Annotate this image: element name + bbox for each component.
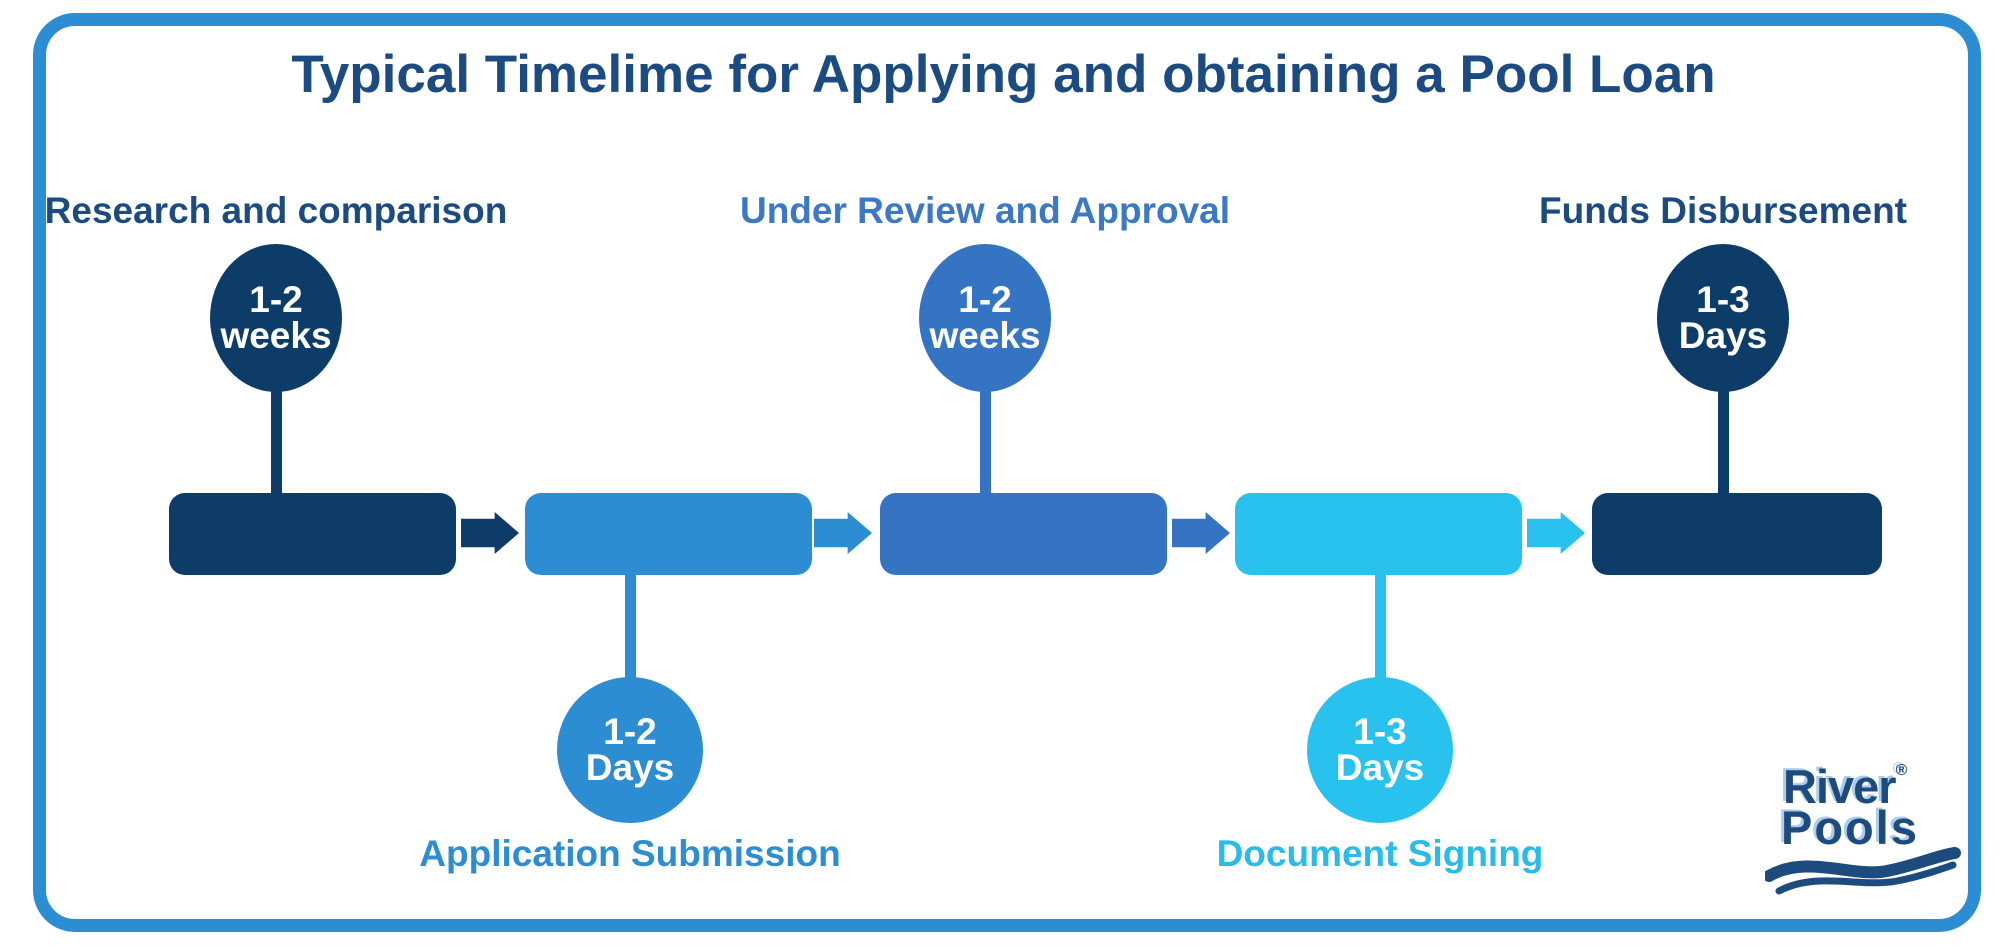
stage-label-research: Research and comparison [44, 190, 508, 231]
duration-value: 1-2 [249, 279, 303, 321]
connector-stem [625, 575, 636, 685]
timeline-bar-disbursement [1592, 493, 1882, 575]
stage-label-application: Application Submission [419, 833, 841, 874]
duration-circle-application: 1-2 Days [557, 677, 703, 823]
stage-label-disbursement: Funds Disbursement [1539, 190, 1907, 231]
timeline-bar-research [169, 493, 456, 575]
duration-circle-research: 1-2 weeks [210, 244, 342, 392]
duration-circle-disbursement: 1-3 Days [1657, 244, 1789, 392]
duration-value: 1-2 [603, 711, 657, 753]
duration-unit: Days [1335, 747, 1425, 788]
connector-stem [1718, 372, 1729, 493]
duration-value: 1-3 [1696, 279, 1750, 321]
infographic-title: Typical Timelime for Applying and obtain… [291, 45, 1716, 104]
logo-text-pools: Pools [1781, 801, 1919, 855]
river-pools-logo: River® Pools [1765, 760, 1965, 904]
duration-unit: weeks [220, 315, 332, 356]
duration-unit: Days [1678, 315, 1768, 356]
connector-stem [980, 372, 991, 493]
logo-text-river: River® [1783, 760, 1908, 813]
timeline-bar-application [525, 493, 812, 575]
duration-value: 1-3 [1353, 711, 1407, 753]
registered-trademark-icon: ® [1895, 762, 1908, 779]
timeline-bar-review [880, 493, 1167, 575]
duration-circle-signing: 1-3 Days [1307, 677, 1453, 823]
stage-label-review: Under Review and Approval [739, 190, 1230, 231]
stage-label-signing: Document Signing [1216, 833, 1544, 874]
connector-stem [1375, 575, 1386, 685]
duration-unit: Days [585, 747, 675, 788]
connector-stem [271, 372, 282, 493]
duration-unit: weeks [929, 315, 1041, 356]
duration-value: 1-2 [958, 279, 1012, 321]
duration-circle-review: 1-2 weeks [919, 244, 1051, 392]
border-frame [33, 13, 1981, 932]
timeline-bar-signing [1235, 493, 1522, 575]
logo-waves-icon [1765, 847, 1961, 895]
